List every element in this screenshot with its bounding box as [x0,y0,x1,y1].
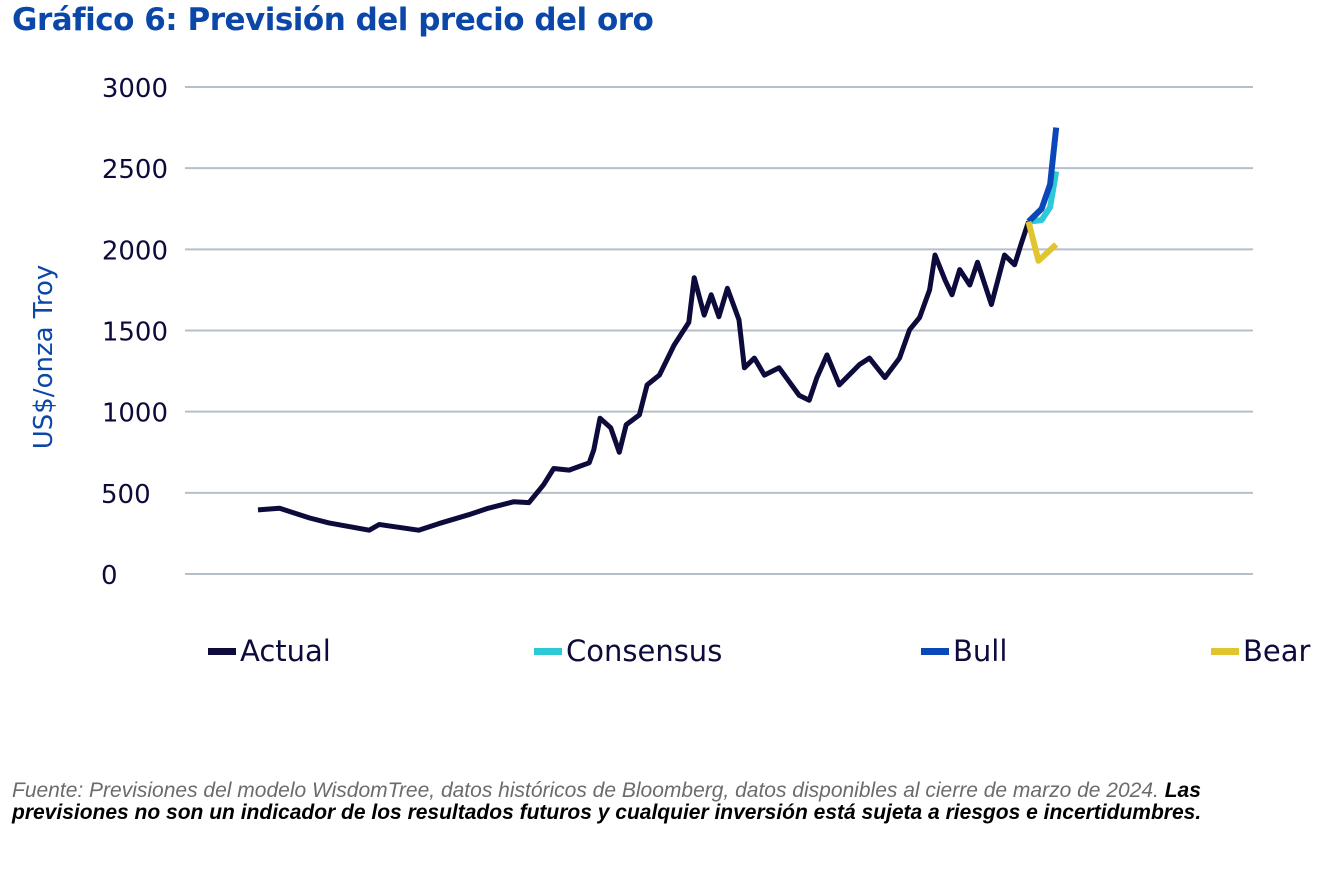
legend: Actual Consensus Bull Bear [0,628,1332,674]
gridlines [185,86,1253,575]
y-tick-label-2000: 2000 [102,236,168,266]
y-tick-label-1500: 1500 [102,318,168,348]
legend-swatch-actual [208,647,236,655]
legend-label-actual: Actual [240,634,331,668]
legend-swatch-bear [1211,647,1239,655]
series-lines [257,127,1060,533]
y-tick-label-3000: 3000 [102,74,168,104]
series-line-bear [1025,220,1059,264]
y-tick-label-1000: 1000 [102,399,168,429]
y-tick-label-0: 0 [101,561,118,591]
y-axis-label: US$/onza Troy [29,265,59,450]
legend-label-consensus: Consensus [566,634,723,668]
y-tick-label-500: 500 [101,480,151,510]
disclaimer-text: Las previsiones no son un indicador de l… [12,779,1202,824]
legend-label-bear: Bear [1243,634,1311,668]
y-axis-ticks: 0 500 1000 1500 2000 2500 3000 [101,74,168,591]
legend-swatch-bull [921,647,949,655]
source-text: Fuente: Previsiones del modelo WisdomTre… [12,779,1165,802]
legend-swatch-consensus [534,647,562,655]
legend-item-bull[interactable]: Bull [921,628,1007,674]
legend-label-bull: Bull [953,634,1008,668]
series-line-consensus [1028,170,1060,225]
series-line-bull [1026,127,1060,224]
legend-item-actual[interactable]: Actual [208,628,331,674]
chart-title: Gráfico 6: Previsión del precio del oro [12,2,654,38]
source-note: Fuente: Previsiones del modelo WisdomTre… [12,780,1312,824]
legend-item-bear[interactable]: Bear [1211,628,1310,674]
gold-price-chart: 0 500 1000 1500 2000 2500 3000 US$/onza Troy [29,74,1253,591]
legend-item-consensus[interactable]: Consensus [534,628,722,674]
series-line-actual [257,220,1031,533]
y-tick-label-2500: 2500 [102,155,168,185]
